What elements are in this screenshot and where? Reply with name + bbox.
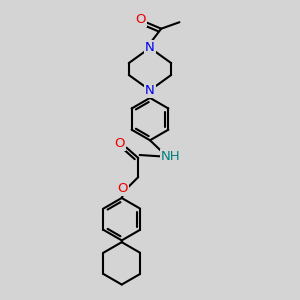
Text: N: N (145, 41, 155, 54)
Text: NH: NH (161, 150, 180, 163)
Text: O: O (135, 14, 146, 26)
Text: O: O (114, 137, 125, 150)
Text: O: O (117, 182, 128, 195)
Text: N: N (145, 84, 155, 97)
